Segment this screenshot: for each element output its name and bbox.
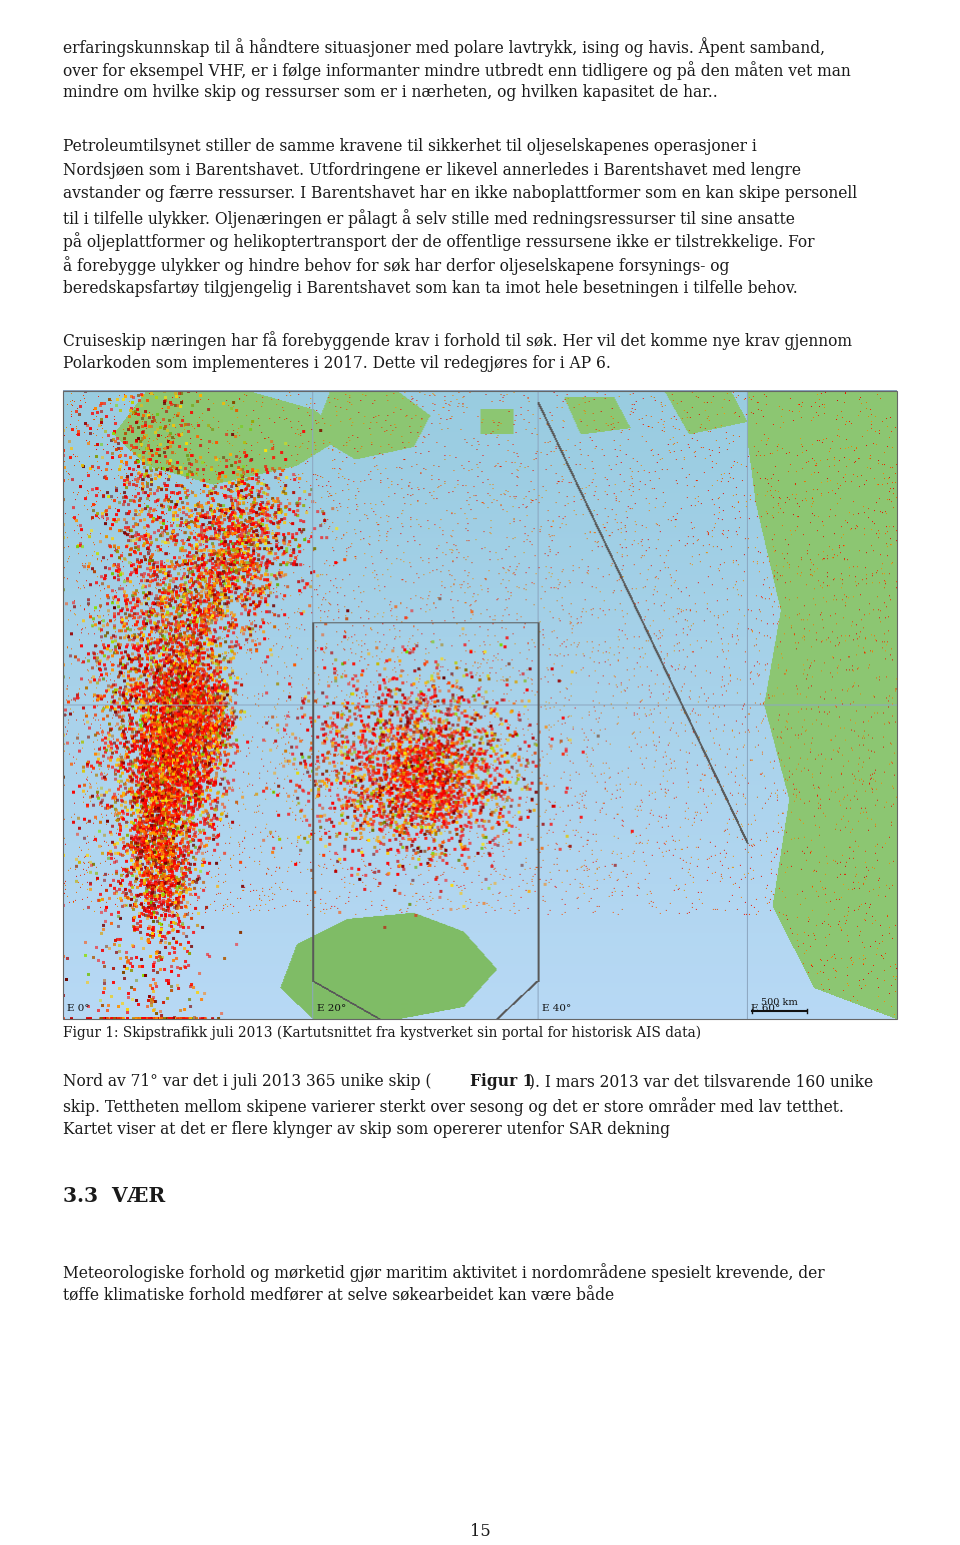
- Text: Figur 1: Figur 1: [470, 1074, 534, 1091]
- Text: avstander og færre ressurser. I Barentshavet har en ikke naboplattformer som en : avstander og færre ressurser. I Barentsh…: [63, 185, 857, 202]
- Text: over for eksempel VHF, er i følge informanter mindre utbredt enn tidligere og på: over for eksempel VHF, er i følge inform…: [63, 60, 851, 79]
- Text: skip. Tettheten mellom skipene varierer sterkt over sesong og det er store områd: skip. Tettheten mellom skipene varierer …: [63, 1097, 844, 1115]
- Bar: [63, 391, 897, 1018]
- Text: E 60°: E 60°: [751, 1004, 780, 1012]
- Text: tøffe klimatiske forhold medfører at selve søkearbeidet kan være både: tøffe klimatiske forhold medfører at sel…: [63, 1287, 614, 1304]
- Text: erfaringskunnskap til å håndtere situasjoner med polare lavtrykk, ising og havis: erfaringskunnskap til å håndtere situasj…: [63, 37, 825, 57]
- Text: på oljeplattformer og helikoptertransport der de offentlige ressursene ikke er t: på oljeplattformer og helikoptertranspor…: [63, 232, 814, 252]
- Text: E 40°: E 40°: [542, 1004, 571, 1012]
- Text: Nordsjøen som i Barentshavet. Utfordringene er likevel annerledes i Barentshavet: Nordsjøen som i Barentshavet. Utfordring…: [63, 162, 801, 179]
- Text: til i tilfelle ulykker. Oljenæringen er pålagt å selv stille med redningsressurs: til i tilfelle ulykker. Oljenæringen er …: [63, 209, 795, 227]
- Text: 500 km: 500 km: [761, 998, 798, 1007]
- Text: 3.3  VÆR: 3.3 VÆR: [63, 1187, 165, 1207]
- Text: beredskapsfartøy tilgjengelig i Barentshavet som kan ta imot hele besetningen i : beredskapsfartøy tilgjengelig i Barentsh…: [63, 280, 798, 297]
- Text: Kartet viser at det er flere klynger av skip som opererer utenfor SAR dekning: Kartet viser at det er flere klynger av …: [63, 1120, 670, 1137]
- Text: Nord av 71° var det i juli 2013 365 unike skip (: Nord av 71° var det i juli 2013 365 unik…: [63, 1074, 431, 1091]
- Text: Cruiseskip næringen har få forebyggende krav i forhold til søk. Her vil det komm: Cruiseskip næringen har få forebyggende …: [63, 332, 852, 351]
- Text: Polarkoden som implementeres i 2017. Dette vil redegjøres for i AP 6.: Polarkoden som implementeres i 2017. Det…: [63, 355, 611, 372]
- Text: å forebygge ulykker og hindre behov for søk har derfor oljeselskapene forsynings: å forebygge ulykker og hindre behov for …: [63, 256, 730, 275]
- Text: Petroleumtilsynet stiller de samme kravene til sikkerhet til oljeselskapenes ope: Petroleumtilsynet stiller de samme krave…: [63, 138, 756, 154]
- Text: mindre om hvilke skip og ressurser som er i nærheten, og hvilken kapasitet de ha: mindre om hvilke skip og ressurser som e…: [63, 85, 718, 102]
- Text: E 20°: E 20°: [317, 1004, 347, 1012]
- Text: Meteorologiske forhold og mørketid gjør maritim aktivitet i nordområdene spesiel: Meteorologiske forhold og mørketid gjør …: [63, 1264, 825, 1282]
- Text: 15: 15: [469, 1523, 491, 1540]
- Text: ). I mars 2013 var det tilsvarende 160 unike: ). I mars 2013 var det tilsvarende 160 u…: [529, 1074, 874, 1091]
- Text: Figur 1: Skipstrafikk juli 2013 (Kartutsnittet fra kystverket sin portal for his: Figur 1: Skipstrafikk juli 2013 (Kartuts…: [63, 1026, 701, 1040]
- Text: E 0°: E 0°: [67, 1004, 89, 1012]
